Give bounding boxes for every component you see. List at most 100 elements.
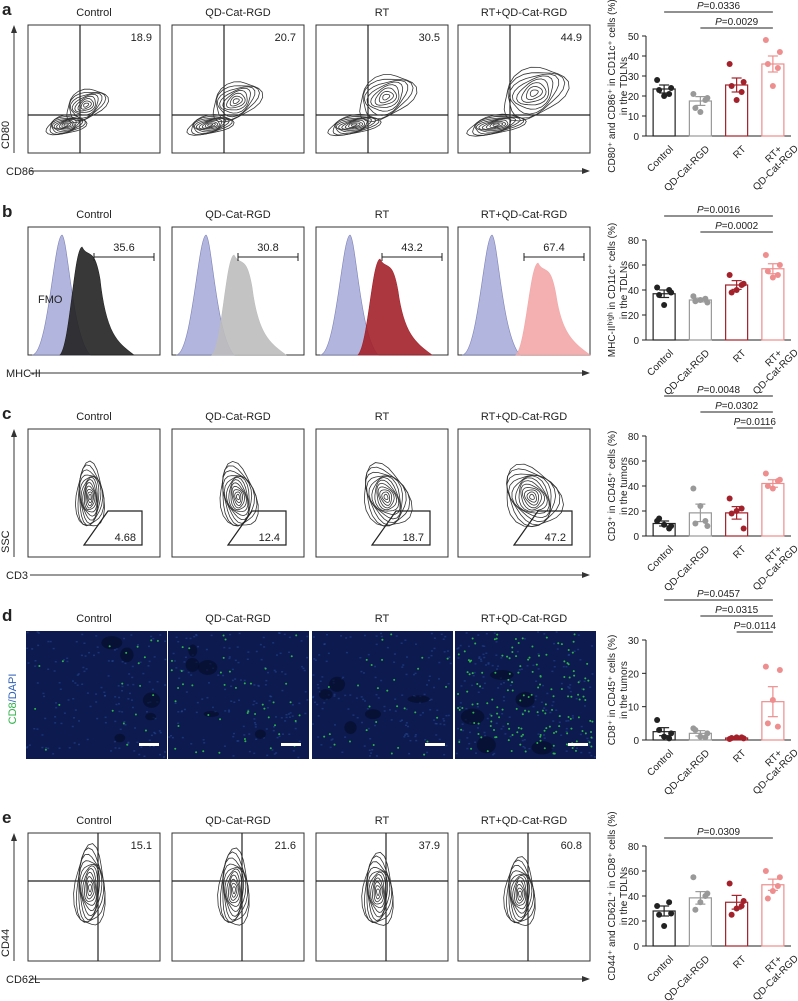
dapi-nucleus [159,634,162,636]
cd8-cell [539,683,542,686]
cd8-cell [457,653,460,656]
dapi-nucleus [263,646,266,648]
tissue-void [531,740,553,755]
contour-line [506,859,536,924]
data-point [728,911,735,918]
cd8-cell [508,727,511,730]
dapi-nucleus [275,654,278,656]
group-title: RT [375,7,390,19]
contour-line [363,462,413,527]
contour-line [367,870,388,918]
tissue-void [476,736,496,754]
cd8-cell [567,649,570,652]
dapi-nucleus [399,720,402,722]
dapi-nucleus [567,719,570,722]
dapi-nucleus [537,733,540,735]
dapi-nucleus [253,721,256,724]
cd8-cell [446,657,449,660]
cd8-cell [477,722,480,725]
dapi-nucleus [405,656,408,658]
cd8-cell [61,660,64,663]
dapi-nucleus [280,717,283,719]
tissue-void [114,733,126,743]
tissue-void [407,695,430,703]
cd8-cell [472,711,475,714]
dapi-nucleus [74,709,77,711]
dapi-nucleus [129,692,132,695]
dapi-nucleus [491,664,494,667]
dapi-nucleus [306,699,309,701]
dapi-nucleus [104,694,107,697]
dapi-nucleus [139,661,142,663]
dapi-nucleus [223,745,226,747]
dapi-nucleus [363,634,366,637]
cd8-cell [372,743,375,746]
group-title: QD-Cat-RGD [205,815,270,827]
contour-line [363,79,409,116]
scale-bar [281,743,301,746]
dapi-nucleus [489,713,492,716]
cd8-cell [577,693,580,696]
cd8-cell [587,679,590,682]
category-label: RT [731,348,748,365]
dapi-nucleus [414,735,417,738]
dapi-nucleus [300,665,303,668]
dapi-nucleus [394,710,397,712]
dapi-nucleus [182,669,185,672]
dapi-nucleus [281,733,284,735]
dapi-nucleus [298,740,301,743]
dapi-nucleus [477,634,480,636]
y-axis-title-line: in the tumors [619,457,630,515]
gate-percentage: 67.4 [543,242,564,254]
dapi-nucleus [578,680,581,682]
plot-frame [457,428,591,558]
cd8-cell [491,698,494,701]
cd8-cell [511,646,514,649]
group-title: QD-Cat-RGD [205,7,270,19]
dapi-nucleus [138,753,141,756]
sample-histogram [59,246,135,356]
cd8-cell [496,706,499,709]
cd8-cell [376,687,379,690]
dapi-nucleus [430,698,433,701]
cd8-cell [539,735,542,738]
cd8-cell [527,696,530,699]
dapi-nucleus [551,670,554,673]
dapi-nucleus [149,745,152,747]
sample-histogram [515,262,591,356]
contour-line [232,886,236,895]
dapi-nucleus [442,638,445,640]
data-point [740,898,747,904]
dapi-nucleus [493,632,496,634]
dapi-nucleus [587,739,590,742]
dapi-nucleus [340,635,343,637]
dapi-nucleus [164,640,167,642]
category-label: Control [645,954,676,985]
dapi-nucleus [474,663,477,665]
dapi-nucleus [130,634,133,636]
dapi-nucleus [577,634,580,636]
contour-line [63,123,69,127]
data-point [776,49,783,55]
contour-line [193,117,226,133]
cd8-cell [327,686,330,689]
data-point [697,733,704,740]
p-symbol: P [697,589,704,600]
contour-line [335,117,372,133]
cd8-cell [396,705,399,708]
y-axis-title: CD3⁺ in CD45⁺ cells (%)in the tumors [607,431,630,542]
dapi-nucleus [560,734,563,736]
dapi-nucleus [118,710,121,713]
cd8-cell [243,737,246,740]
dapi-nucleus [275,716,278,718]
cd8-cell [481,671,484,674]
dapi-nucleus [394,653,397,655]
x-axis-arrowhead [582,168,590,174]
data-point [733,508,740,514]
dapi-nucleus [401,694,404,696]
cd8-cell [195,751,198,754]
y-tick-label: 0 [633,336,639,347]
dapi-nucleus [580,751,583,754]
dapi-nucleus [44,717,47,720]
flow-plot: 44.9 [457,24,591,154]
